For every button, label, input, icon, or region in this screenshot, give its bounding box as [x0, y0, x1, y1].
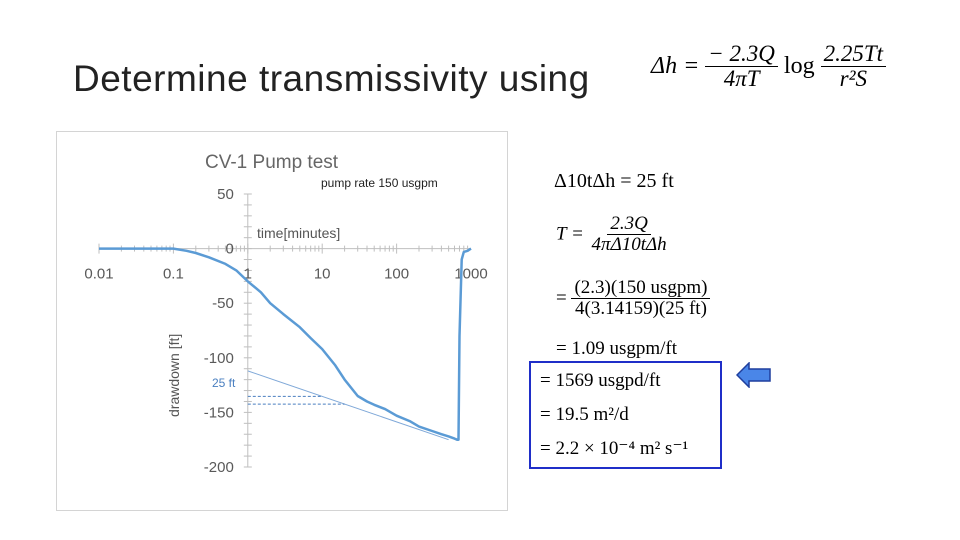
line2-lhs: T =	[556, 223, 584, 245]
equation-frac2-num: 2.25Tt	[820, 41, 887, 68]
y-tick-label: 0	[225, 241, 233, 258]
annotation-25ft: 25 ft	[212, 376, 236, 390]
x-tick-label: 100	[384, 266, 409, 283]
equation-log: log	[783, 53, 815, 80]
trendline	[247, 370, 449, 441]
highlight-box	[529, 361, 722, 469]
equation-frac1-num: − 2.3Q	[705, 41, 778, 68]
line3-den: 4(3.14159)(25 ft)	[575, 297, 707, 319]
y-tick-label: -100	[204, 350, 234, 367]
equation-fraction-2: 2.25Tt r²S	[820, 41, 887, 92]
chart-title: CV-1 Pump test	[205, 152, 339, 173]
derivation-line-6: = 19.5 m²/d	[540, 404, 629, 425]
derivation-line-2: T = 2.3Q 4πΔ10tΔh	[556, 214, 670, 255]
line2-num: 2.3Q	[607, 214, 651, 235]
derivation-line-1: Δ10tΔh = 25 ft	[554, 170, 674, 192]
y-tick-label: -50	[212, 295, 234, 312]
x-tick-label: 0.1	[163, 266, 184, 283]
equation-frac2-den: r²S	[839, 66, 867, 92]
y-tick-label: -150	[204, 404, 234, 421]
drawdown-equation: Δh = − 2.3Q 4πT log 2.25Tt r²S	[651, 41, 887, 92]
line3-lhs: =	[556, 287, 567, 309]
line3-fraction: (2.3)(150 usgpm) 4(3.14159)(25 ft)	[571, 278, 711, 319]
chart-marks	[99, 247, 472, 441]
equation-frac1-den: 4πT	[723, 66, 760, 92]
left-arrow-icon	[736, 362, 771, 388]
line2-fraction: 2.3Q 4πΔ10tΔh	[589, 214, 670, 255]
derivation-line-3: = (2.3)(150 usgpm) 4(3.14159)(25 ft)	[556, 278, 711, 319]
line3-num: (2.3)(150 usgpm)	[571, 278, 711, 299]
chart-axes: 0.01 0.1 1 10 100 1000 50 0 -50 -100 -150 -200	[84, 186, 487, 476]
derivation-line-4: = 1.09 usgpm/ft	[556, 338, 678, 359]
y-tick-label: 50	[217, 186, 234, 203]
chart-svg: CV-1 Pump test pump rate 150 usgpm time[…	[84, 152, 487, 476]
equation-lhs: Δh =	[651, 53, 700, 80]
x-tick-label: 1000	[454, 266, 487, 283]
drawdown-curve	[99, 247, 472, 441]
derivation-line-5: = 1569 usgpd/ft	[540, 370, 661, 391]
slide-title: Determine transmissivity using	[73, 58, 590, 99]
pump-test-chart: CV-1 Pump test pump rate 150 usgpm time[…	[56, 131, 508, 511]
equation-fraction-1: − 2.3Q 4πT	[705, 41, 778, 92]
x-axis-label: time[minutes]	[257, 225, 340, 241]
chart-subtitle: pump rate 150 usgpm	[321, 176, 438, 190]
x-tick-label: 0.01	[84, 266, 113, 283]
x-tick-label: 1	[244, 266, 252, 283]
x-tick-label: 10	[314, 266, 331, 283]
y-tick-label: -200	[204, 459, 234, 476]
y-axis-label: drawdown [ft]	[166, 334, 182, 417]
line2-den: 4πΔ10tΔh	[591, 233, 667, 255]
derivation-line-7: = 2.2 × 10⁻⁴ m² s⁻¹	[540, 438, 689, 459]
